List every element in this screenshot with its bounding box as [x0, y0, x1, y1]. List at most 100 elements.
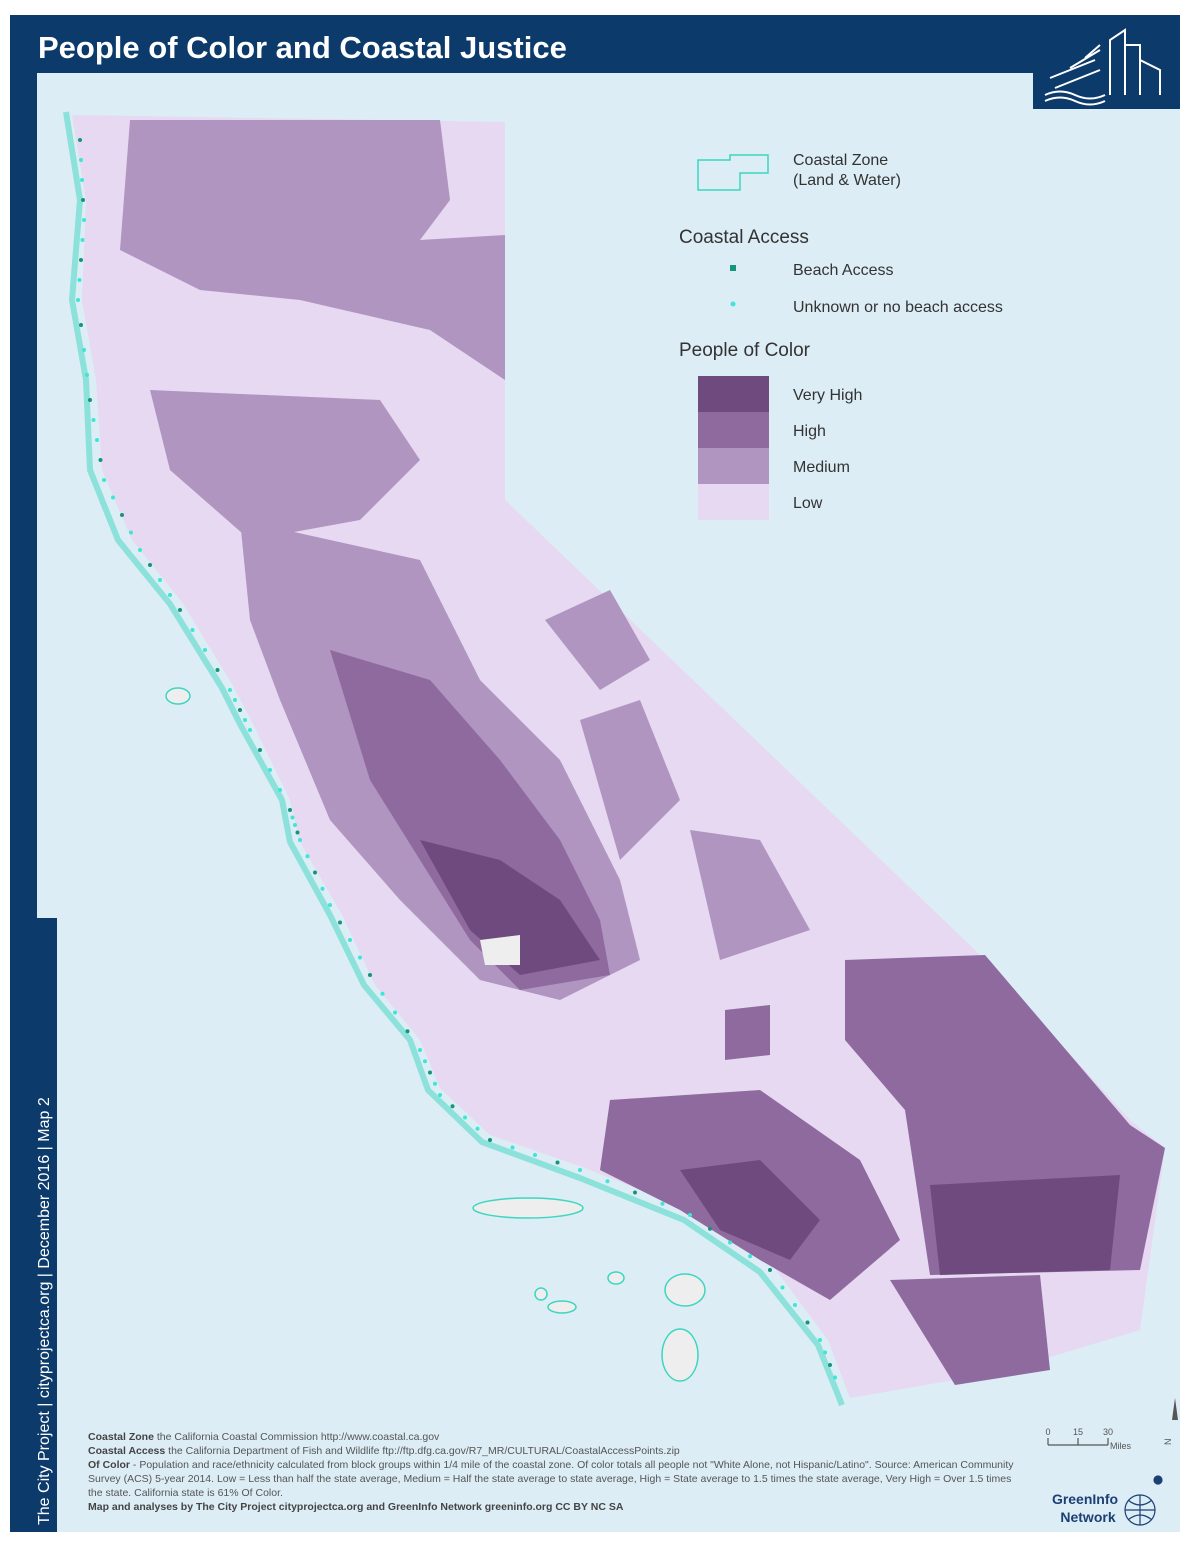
access-point [148, 563, 152, 567]
access-point [98, 458, 103, 462]
access-point [78, 138, 82, 142]
access-point [158, 578, 162, 582]
scale-label: 15 [1073, 1427, 1083, 1437]
access-point [79, 158, 83, 162]
access-point [748, 1254, 752, 1259]
logo-text: Network [1060, 1509, 1115, 1525]
access-point [780, 1285, 785, 1290]
access-point [238, 708, 242, 712]
legend-label: High [793, 423, 826, 440]
access-point [380, 991, 385, 996]
access-point [85, 373, 89, 377]
access-point [82, 218, 86, 222]
access-point [428, 1070, 432, 1075]
header-bar [10, 15, 1180, 73]
access-point [228, 688, 232, 692]
access-point [633, 1190, 637, 1195]
scale-label: 0 [1045, 1427, 1050, 1437]
access-point [77, 278, 82, 282]
scale-bar: 0 15 30 Miles [1045, 1427, 1131, 1451]
access-point [728, 1240, 732, 1245]
access-point [510, 1145, 515, 1150]
note: Coastal Zone the California Coastal Comm… [88, 1430, 1028, 1444]
legend-swatch [730, 301, 736, 307]
access-point [102, 478, 106, 482]
legend-swatch [698, 412, 769, 448]
access-point [463, 1115, 467, 1120]
access-point [79, 258, 83, 262]
access-point [605, 1179, 610, 1184]
access-point [138, 548, 142, 552]
legend-label: Unknown or no beach access [793, 299, 1003, 316]
access-point [833, 1375, 837, 1380]
title: People of Color and Coastal Justice [38, 30, 567, 65]
access-point [243, 718, 247, 722]
access-point [368, 973, 372, 977]
logo-art [1044, 28, 1161, 106]
access-point [578, 1168, 582, 1172]
access-point [79, 323, 83, 327]
california [72, 115, 1165, 1398]
access-point [423, 1059, 427, 1064]
access-point [328, 903, 332, 907]
access-point [805, 1320, 810, 1325]
access-point [348, 938, 352, 942]
access-point [488, 1138, 492, 1142]
access-point [258, 748, 262, 752]
frame [10, 15, 37, 920]
access-point [438, 1093, 442, 1097]
legend-label: Very High [793, 387, 862, 404]
access-point [418, 1048, 422, 1052]
sidebar-text: The City Project | cityprojectca.org | D… [36, 1097, 53, 1525]
access-point [268, 768, 272, 772]
scale-unit: Miles [1110, 1441, 1132, 1451]
sidebar [10, 918, 57, 1532]
access-point [81, 198, 85, 202]
access-point [533, 1153, 537, 1157]
logo-text: GreenInfo [1052, 1491, 1118, 1507]
access-point [91, 418, 96, 422]
access-point [475, 1126, 480, 1131]
access-point [768, 1268, 772, 1272]
north-label: N [1163, 1439, 1173, 1446]
access-point [793, 1303, 797, 1307]
coastal-zone [63, 111, 845, 1407]
legend-swatch [698, 484, 769, 520]
legend-label: Coastal Zone [793, 152, 888, 169]
note-label: Of Color [88, 1459, 130, 1471]
access-point [111, 495, 115, 500]
notes: Coastal Zone the California Coastal Comm… [88, 1430, 1028, 1514]
access-point [688, 1213, 692, 1217]
access-point [248, 728, 252, 732]
access-point [80, 238, 85, 242]
access-point [555, 1160, 560, 1165]
legend-swatch [698, 448, 769, 484]
legend-heading: People of Color [679, 340, 811, 361]
access-point [298, 838, 302, 842]
legend: Coastal Zone (Land & Water) Coastal Acce… [679, 152, 1003, 520]
access-point [88, 398, 92, 402]
north-arrow [1172, 1398, 1178, 1420]
legend-heading: Coastal Access [679, 227, 809, 248]
access-point [129, 530, 133, 535]
access-point [178, 608, 182, 612]
access-point [293, 823, 297, 827]
logo-globe [1124, 1475, 1163, 1526]
islands [165, 687, 706, 1382]
access-point [828, 1363, 832, 1367]
note-label: Coastal Access [88, 1445, 166, 1457]
access-point [295, 830, 300, 835]
legend-label: Beach Access [793, 262, 894, 279]
access-point [393, 1010, 397, 1015]
access-point [290, 815, 295, 820]
access-point [95, 438, 99, 442]
access-point [320, 886, 325, 891]
access-point [450, 1104, 455, 1109]
note-label: Map and analyses by The City Project cit… [88, 1501, 624, 1513]
access-point [305, 854, 310, 859]
access-point [358, 955, 362, 960]
note: Map and analyses by The City Project cit… [88, 1500, 1028, 1514]
access-point [168, 593, 172, 597]
